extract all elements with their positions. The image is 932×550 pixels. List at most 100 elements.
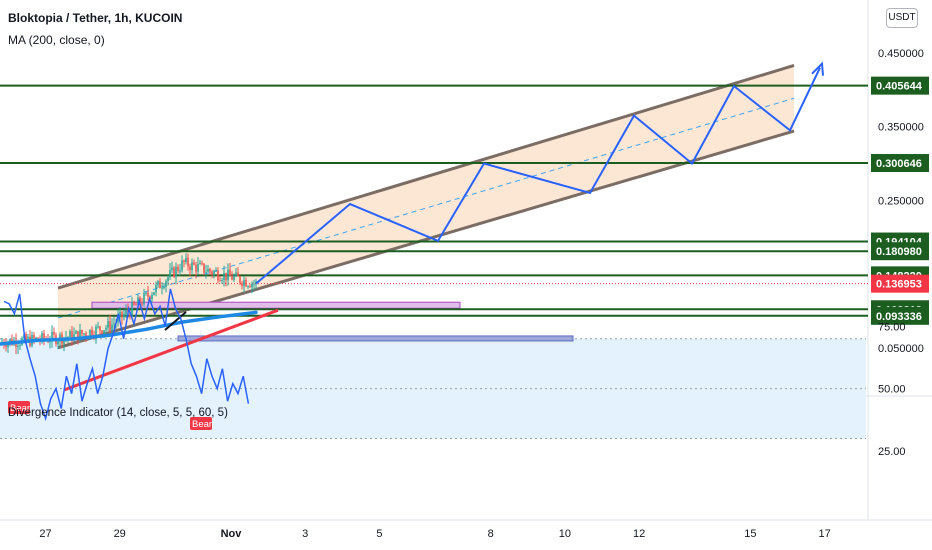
price-tick-label: 0.050000 [878, 343, 924, 355]
candle-body [137, 297, 139, 305]
candle-body [181, 260, 183, 271]
ma-legend: MA (200, close, 0) [8, 33, 105, 47]
candle-body [75, 331, 77, 334]
indicator-axis-ticks: 75.00 50.00 25.00 [878, 321, 906, 458]
regression-channel[interactable] [57, 64, 795, 350]
projection-path[interactable] [255, 61, 824, 285]
candle-body [131, 301, 133, 317]
time-tick-label: 5 [376, 528, 382, 540]
projection-zigzag [255, 67, 821, 285]
candle-body [175, 266, 177, 278]
ma-200-line [0, 310, 258, 346]
candle-body [9, 339, 11, 343]
candle-body [41, 333, 43, 341]
candle-body [197, 264, 199, 272]
candle-body [111, 324, 113, 331]
candle-body [43, 333, 45, 340]
bear-badge-bg [190, 417, 212, 430]
projection-arrowhead [811, 61, 824, 76]
currency-button[interactable]: USDT [886, 8, 918, 28]
candle-body [25, 334, 27, 340]
channel-upper-edge [57, 64, 795, 290]
price-level-labels: 0.4056440.3006460.1941040.1809800.148220… [871, 76, 929, 325]
candle-body [143, 293, 145, 304]
price-tick-label: 0.350000 [878, 122, 924, 134]
candle-body [109, 321, 111, 331]
price-level-tag [871, 306, 929, 325]
candle-body [215, 270, 217, 272]
candle-body [81, 330, 83, 334]
candle-body [159, 280, 161, 289]
candle-body [103, 330, 105, 334]
time-tick-label: Nov [221, 528, 243, 540]
candle-body [69, 331, 71, 338]
price-level-label: 0.405644 [876, 81, 923, 93]
candle-body [49, 341, 51, 343]
symbol-title: Bloktopia / Tether, 1h, KUCOIN [8, 11, 182, 25]
candle-body [5, 345, 7, 348]
price-tick-label: 0.250000 [878, 195, 924, 207]
candle-body [167, 277, 169, 281]
candle-body [77, 331, 79, 341]
candle-body [17, 345, 19, 347]
candle-body [183, 260, 185, 263]
candle-body [135, 304, 137, 306]
time-tick-label: 29 [114, 528, 126, 540]
candle-body [245, 280, 247, 287]
trend-lines[interactable] [63, 308, 279, 392]
candle-body [145, 292, 147, 294]
candle-body [165, 280, 167, 288]
bear-badge-bg [8, 401, 30, 414]
highlight-zones[interactable] [91, 301, 574, 342]
ma-line [0, 310, 258, 346]
candle-body [147, 292, 149, 297]
channel-midline [57, 97, 795, 319]
candle-body [139, 297, 141, 304]
indicator-title: Divergence Indicator (14, close, 5, 5, 6… [8, 407, 228, 419]
candle-body [247, 286, 249, 288]
candle-body [117, 316, 119, 323]
candle-body [71, 331, 73, 341]
time-tick-label: 12 [633, 528, 645, 540]
candle-body [243, 280, 245, 286]
candle-body [51, 332, 53, 342]
candle-body [241, 282, 243, 286]
candle-body [191, 262, 193, 270]
candle-body [121, 311, 123, 318]
price-axis-ticks: 0.450000 0.350000 0.250000 0.050000 [878, 48, 924, 355]
candle-body [79, 330, 81, 341]
candle-body [151, 295, 153, 300]
candle-body [157, 280, 159, 285]
price-levels[interactable] [0, 84, 868, 317]
candle-body [155, 284, 157, 293]
candle-body [223, 272, 225, 281]
candle-body [253, 283, 255, 285]
candle-body [27, 336, 29, 340]
candle-body [227, 269, 229, 281]
price-tick-label: 0.450000 [878, 48, 924, 60]
zone-purple [91, 301, 461, 309]
price-level-tag [871, 76, 929, 95]
channel-lower-edge [57, 129, 795, 350]
candle-body [189, 266, 191, 270]
candle-body [177, 266, 179, 271]
candle-body [233, 276, 235, 280]
candle-body [239, 276, 241, 283]
time-tick-label: 27 [39, 528, 51, 540]
candle-body [187, 257, 189, 267]
bear-badge-label: Bear [192, 419, 212, 430]
candle-body [35, 337, 37, 339]
candle-body [179, 270, 181, 272]
price-level-label: 0.180980 [876, 246, 922, 258]
price-level-label: 0.300646 [876, 158, 922, 170]
candle-body [101, 330, 103, 334]
candle-body [237, 272, 239, 277]
bear-badge-label: Bear [10, 403, 30, 414]
candle-body [133, 301, 135, 305]
time-axis-ticks: 27 29 Nov 3 5 8 10 12 15 17 [39, 528, 830, 540]
candle-body [123, 314, 125, 318]
candle-body [211, 271, 213, 275]
candle-body [153, 292, 155, 296]
candle-body [91, 329, 93, 337]
